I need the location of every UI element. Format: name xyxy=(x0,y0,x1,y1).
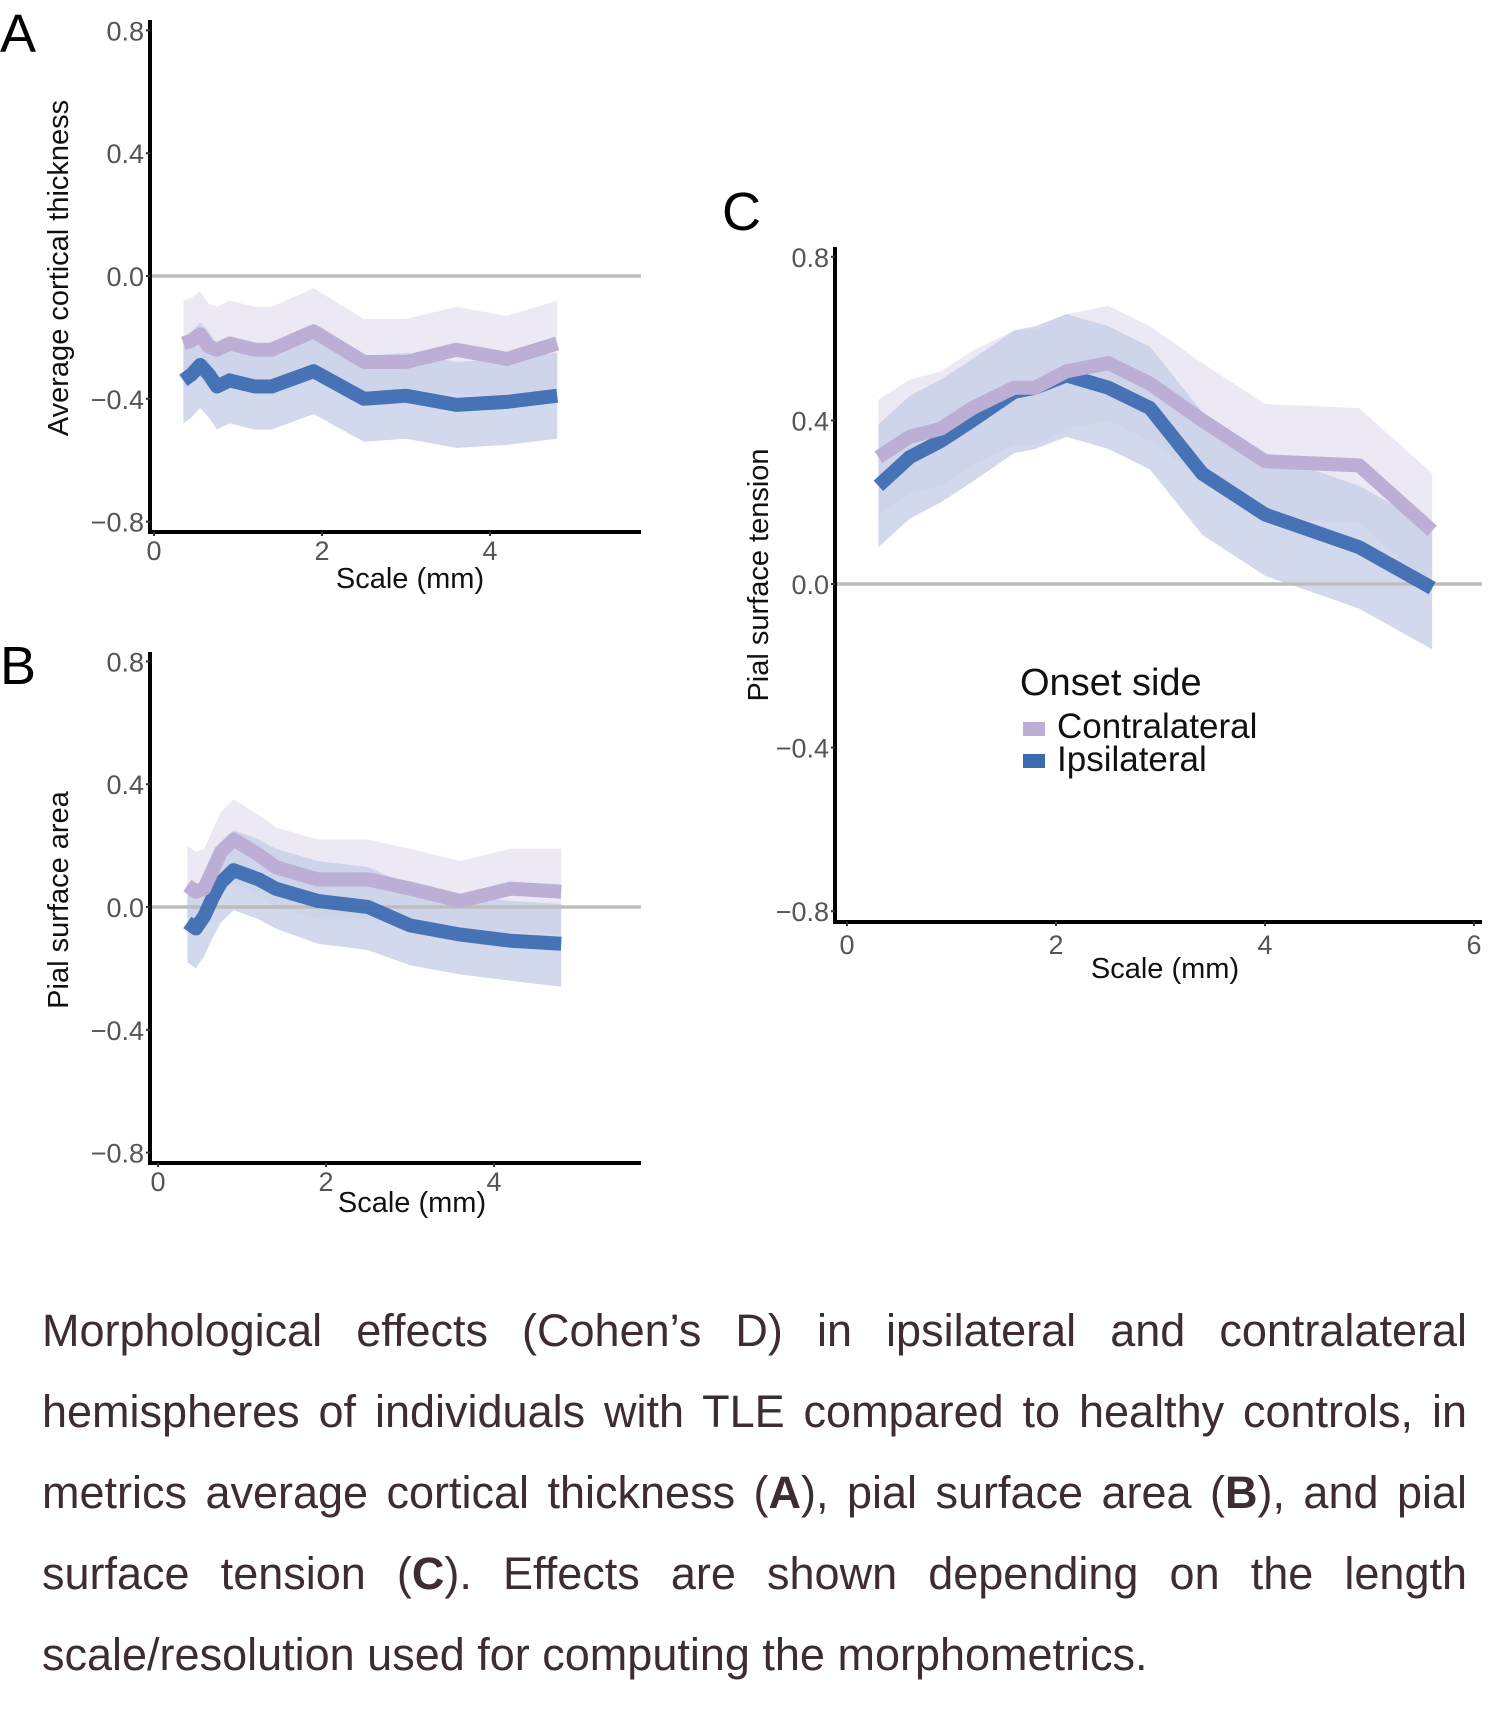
y-axis-title: Pial surface area xyxy=(43,790,75,1008)
caption-text: ), pial surface area ( xyxy=(801,1467,1225,1518)
caption-panel-ref: B xyxy=(1225,1467,1258,1518)
panel-c: C 0.8 0.4 0.0 −0.4 −0.8 0 2 4 6 Scale (mm) Pial su… xyxy=(722,182,1482,985)
y-tick-label: −0.8 xyxy=(91,1139,144,1169)
y-tick-label: 0.4 xyxy=(791,406,829,436)
y-tick-label: −0.4 xyxy=(776,734,829,764)
x-tick-label: 4 xyxy=(486,1167,501,1197)
y-tick-label: −0.8 xyxy=(91,508,144,538)
x-tick-label: 0 xyxy=(146,536,161,566)
panel-letter-c: C xyxy=(722,182,761,242)
x-tick-label: 0 xyxy=(150,1167,165,1197)
x-axis-title: Scale (mm) xyxy=(1091,953,1239,985)
y-tick-label: −0.4 xyxy=(91,1016,144,1046)
legend-swatch-contralateral xyxy=(1023,722,1045,736)
y-axis-title: Pial surface tension xyxy=(743,448,775,701)
caption-panel-ref: C xyxy=(411,1548,445,1599)
y-tick-label: 0.4 xyxy=(106,139,144,169)
y-tick-label: 0.0 xyxy=(106,893,144,923)
panel-letter-b: B xyxy=(0,636,36,696)
panel-letter-a: A xyxy=(0,4,36,64)
x-tick-label: 2 xyxy=(1048,930,1063,960)
legend-label-ipsilateral: Ipsilateral xyxy=(1057,740,1207,779)
caption-text: ), and pial surface tension ( xyxy=(42,1467,1468,1599)
caption-text: ). Effects are shown depending on the le… xyxy=(42,1548,1467,1680)
legend-label-contralateral: Contralateral xyxy=(1057,707,1257,746)
x-tick-label: 2 xyxy=(318,1167,333,1197)
x-tick-label: 0 xyxy=(839,930,854,960)
y-tick-label: 0.8 xyxy=(791,243,829,273)
y-tick-label: 0.8 xyxy=(106,647,144,677)
x-tick-label: 4 xyxy=(1257,930,1272,960)
y-tick-label: −0.8 xyxy=(776,897,829,927)
x-axis-title: Scale (mm) xyxy=(336,563,484,595)
caption-panel-ref: A xyxy=(768,1467,802,1518)
legend-swatch-ipsilateral xyxy=(1023,754,1045,768)
series-line-ipsilateral xyxy=(179,358,559,412)
legend-title: Onset side xyxy=(1020,662,1202,704)
y-tick-label: 0.0 xyxy=(791,570,829,600)
y-axis-title: Average cortical thickness xyxy=(43,100,75,436)
y-tick-label: 0.8 xyxy=(106,16,144,46)
x-tick-label: 6 xyxy=(1466,930,1481,960)
y-tick-label: 0.4 xyxy=(106,770,144,800)
x-tick-label: 2 xyxy=(314,536,329,566)
legend: Onset side Contralateral Ipsilateral xyxy=(1020,662,1257,779)
y-tick-label: −0.4 xyxy=(91,385,144,415)
x-axis-title: Scale (mm) xyxy=(338,1187,486,1219)
series-line-contralateral xyxy=(181,324,560,369)
caption-text: Morphological effects (Cohen’s D) in ips… xyxy=(42,1305,1467,1518)
series-line-ipsilateral xyxy=(183,863,562,951)
x-tick-label: 4 xyxy=(482,536,497,566)
y-tick-label: 0.0 xyxy=(106,262,144,292)
series-line-contralateral xyxy=(874,356,1437,537)
figure-caption: Morphological effects (Cohen’s D) in ips… xyxy=(42,1290,1467,1695)
series-line-contralateral xyxy=(183,832,562,908)
